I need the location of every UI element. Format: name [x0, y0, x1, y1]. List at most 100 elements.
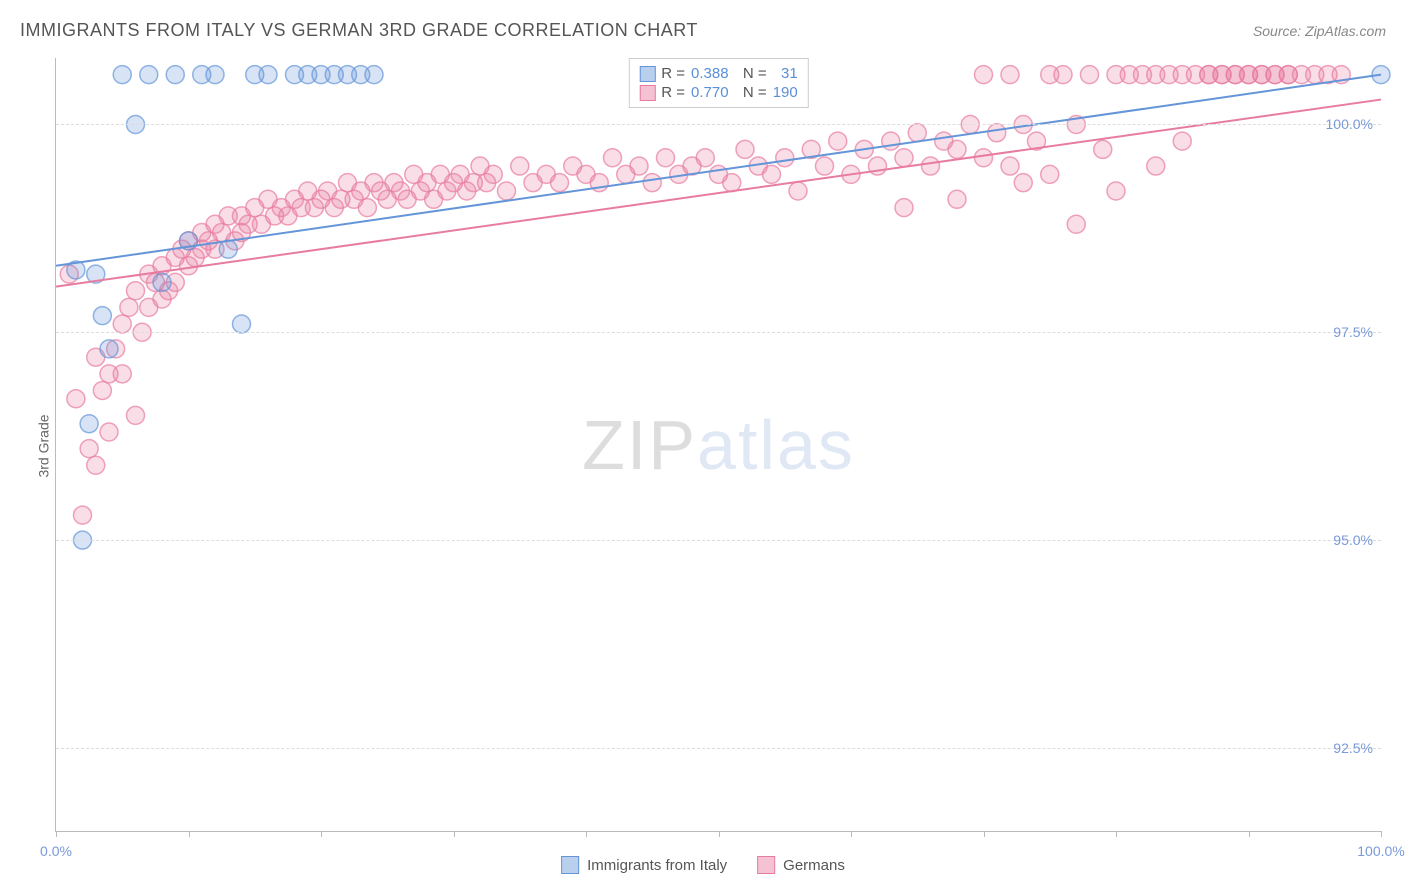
stats-r-label: R = — [661, 65, 685, 82]
chart-plot-area: ZIPatlas R = 0.388 N = 31 R = 0.770 N = … — [55, 58, 1381, 832]
scatter-point — [1081, 66, 1099, 84]
scatter-point — [140, 66, 158, 84]
xtick — [56, 831, 57, 837]
scatter-point — [127, 282, 145, 300]
gridline-h — [56, 332, 1381, 333]
legend: Immigrants from Italy Germans — [561, 856, 845, 874]
legend-label-series1: Immigrants from Italy — [587, 857, 727, 874]
chart-title: IMMIGRANTS FROM ITALY VS GERMAN 3RD GRAD… — [20, 20, 698, 41]
scatter-point — [829, 132, 847, 150]
ytick-label: 92.5% — [1333, 740, 1373, 756]
scatter-point — [1067, 215, 1085, 233]
plot-svg — [56, 58, 1381, 831]
stats-r-value-2: 0.770 — [691, 84, 729, 101]
gridline-h — [56, 124, 1381, 125]
xtick — [719, 831, 720, 837]
ytick-label: 95.0% — [1333, 532, 1373, 548]
scatter-point — [206, 66, 224, 84]
scatter-point — [358, 199, 376, 217]
ytick-label: 97.5% — [1333, 324, 1373, 340]
scatter-point — [1041, 165, 1059, 183]
xtick — [1249, 831, 1250, 837]
scatter-point — [975, 66, 993, 84]
scatter-point — [895, 149, 913, 167]
xtick — [189, 831, 190, 837]
scatter-point — [895, 199, 913, 217]
correlation-stats-box: R = 0.388 N = 31 R = 0.770 N = 190 — [628, 58, 808, 108]
scatter-point — [975, 149, 993, 167]
xtick — [851, 831, 852, 837]
xtick — [321, 831, 322, 837]
stats-swatch-series2 — [639, 85, 655, 101]
scatter-point — [365, 66, 383, 84]
legend-label-series2: Germans — [783, 857, 845, 874]
scatter-point — [74, 506, 92, 524]
xtick — [586, 831, 587, 837]
stats-n-value-2: 190 — [773, 84, 798, 101]
scatter-point — [551, 174, 569, 192]
scatter-point — [908, 124, 926, 142]
legend-swatch-series1 — [561, 856, 579, 874]
stats-r-value-1: 0.388 — [691, 65, 729, 82]
xtick-label: 100.0% — [1357, 843, 1404, 859]
stats-row-series2: R = 0.770 N = 190 — [639, 84, 797, 101]
scatter-point — [1001, 66, 1019, 84]
scatter-point — [816, 157, 834, 175]
scatter-point — [723, 174, 741, 192]
scatter-point — [736, 140, 754, 158]
scatter-point — [498, 182, 516, 200]
xtick — [454, 831, 455, 837]
gridline-h — [56, 748, 1381, 749]
stats-swatch-series1 — [639, 66, 655, 82]
xtick — [1381, 831, 1382, 837]
scatter-point — [776, 149, 794, 167]
scatter-point — [1094, 140, 1112, 158]
scatter-point — [763, 165, 781, 183]
scatter-point — [153, 273, 171, 291]
scatter-point — [948, 140, 966, 158]
stats-n-label: N = — [735, 65, 767, 82]
stats-row-series1: R = 0.388 N = 31 — [639, 65, 797, 82]
legend-item-series2: Germans — [757, 856, 845, 874]
legend-swatch-series2 — [757, 856, 775, 874]
xtick — [1116, 831, 1117, 837]
scatter-point — [113, 315, 131, 333]
scatter-point — [1014, 174, 1032, 192]
stats-r-label-2: R = — [661, 84, 685, 101]
scatter-point — [1173, 132, 1191, 150]
scatter-point — [604, 149, 622, 167]
scatter-point — [696, 149, 714, 167]
chart-header: IMMIGRANTS FROM ITALY VS GERMAN 3RD GRAD… — [20, 20, 1386, 41]
scatter-point — [1054, 66, 1072, 84]
scatter-point — [789, 182, 807, 200]
scatter-point — [113, 66, 131, 84]
scatter-point — [882, 132, 900, 150]
scatter-point — [657, 149, 675, 167]
scatter-point — [948, 190, 966, 208]
scatter-point — [1001, 157, 1019, 175]
scatter-point — [166, 66, 184, 84]
scatter-point — [100, 340, 118, 358]
scatter-point — [630, 157, 648, 175]
scatter-point — [922, 157, 940, 175]
scatter-point — [1107, 182, 1125, 200]
legend-item-series1: Immigrants from Italy — [561, 856, 727, 874]
scatter-point — [67, 390, 85, 408]
xtick-label: 0.0% — [40, 843, 72, 859]
scatter-point — [127, 406, 145, 424]
scatter-point — [511, 157, 529, 175]
scatter-point — [120, 298, 138, 316]
scatter-point — [80, 415, 98, 433]
scatter-point — [113, 365, 131, 383]
scatter-point — [93, 381, 111, 399]
scatter-point — [259, 66, 277, 84]
scatter-point — [484, 165, 502, 183]
scatter-point — [100, 423, 118, 441]
scatter-point — [93, 307, 111, 325]
stats-n-value-1: 31 — [773, 65, 798, 82]
scatter-point — [80, 440, 98, 458]
scatter-point — [233, 315, 251, 333]
scatter-point — [988, 124, 1006, 142]
scatter-point — [1147, 157, 1165, 175]
regression-line — [56, 100, 1381, 287]
